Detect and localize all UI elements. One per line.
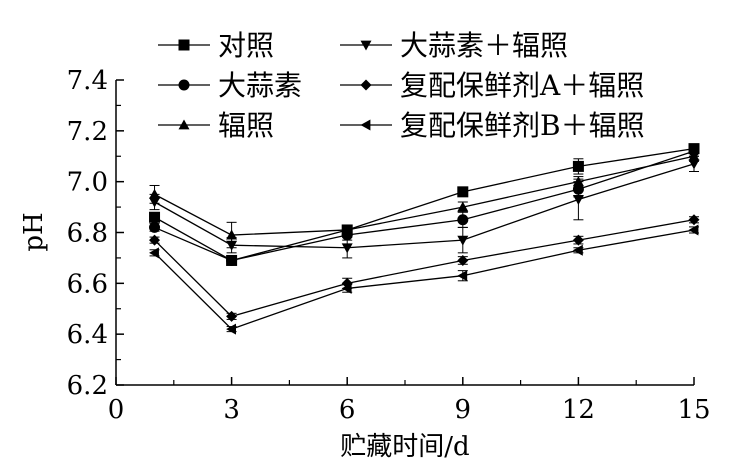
data-point bbox=[226, 323, 236, 335]
x-tick-label: 6 bbox=[339, 395, 356, 425]
series-line bbox=[154, 155, 695, 236]
data-point bbox=[457, 254, 469, 266]
y-axis-label: pH bbox=[19, 212, 49, 251]
data-point bbox=[226, 229, 238, 240]
legend-label: 辐照 bbox=[218, 109, 274, 142]
data-point bbox=[688, 159, 700, 170]
legend-item-5: 复配保鲜剂A＋辐照 bbox=[340, 69, 644, 102]
data-point bbox=[226, 310, 238, 322]
legend-marker bbox=[178, 39, 190, 51]
legend-label: 对照 bbox=[218, 29, 274, 62]
series-line bbox=[154, 163, 695, 249]
legend-item-2: 大蒜素 bbox=[158, 69, 302, 102]
y-tick-label: 6.2 bbox=[67, 371, 108, 401]
data-point bbox=[341, 243, 353, 254]
series-6 bbox=[149, 224, 699, 335]
x-tick-label: 0 bbox=[108, 395, 125, 425]
data-point bbox=[341, 224, 353, 235]
x-tick-label: 15 bbox=[677, 395, 710, 425]
legend-item-4: 大蒜素＋辐照 bbox=[340, 29, 568, 62]
series-3 bbox=[149, 150, 700, 249]
y-tick-label: 7.4 bbox=[67, 66, 108, 96]
data-point bbox=[149, 221, 161, 233]
y-tick-label: 6.6 bbox=[67, 269, 108, 299]
data-point bbox=[341, 282, 352, 294]
data-point bbox=[149, 234, 161, 246]
legend-item-6: 复配保鲜剂B＋辐照 bbox=[340, 109, 645, 142]
data-point bbox=[149, 211, 161, 223]
series-line bbox=[154, 150, 695, 262]
legend-label: 大蒜素 bbox=[218, 69, 302, 102]
data-point bbox=[688, 150, 700, 161]
series-line bbox=[154, 147, 695, 262]
y-ticks: 6.2 6.4 6.6 6.8 7.0 7.2 7.4 bbox=[67, 66, 124, 401]
data-point bbox=[572, 195, 584, 205]
legend-label: 复配保鲜剂B＋辐照 bbox=[400, 109, 645, 142]
legend-item-3: 辐照 bbox=[158, 109, 274, 142]
y-tick-label: 7.0 bbox=[67, 168, 108, 198]
data-point bbox=[457, 201, 469, 212]
y-tick-label: 6.8 bbox=[67, 219, 108, 249]
legend-marker bbox=[360, 79, 372, 91]
x-tick-label: 12 bbox=[562, 395, 595, 425]
legend-marker bbox=[178, 119, 190, 130]
legend-label: 复配保鲜剂A＋辐照 bbox=[400, 69, 644, 102]
data-point bbox=[149, 188, 161, 199]
legend-label: 大蒜素＋辐照 bbox=[400, 29, 568, 62]
legend-marker bbox=[178, 79, 190, 91]
data-point bbox=[457, 235, 469, 246]
x-tick-label: 3 bbox=[223, 395, 240, 425]
series-line bbox=[154, 229, 695, 330]
data-point bbox=[457, 270, 468, 282]
data-point bbox=[688, 224, 699, 236]
data-point bbox=[149, 247, 159, 259]
x-axis-label: 贮藏时间/d bbox=[340, 432, 469, 462]
x-ticks: 0 3 6 9 12 15 bbox=[108, 377, 711, 425]
series-5 bbox=[149, 214, 700, 322]
y-tick-label: 6.4 bbox=[67, 320, 108, 350]
plot-area bbox=[149, 143, 700, 335]
data-point bbox=[226, 240, 238, 251]
legend-item-1: 对照 bbox=[158, 29, 274, 62]
series-4 bbox=[149, 155, 700, 259]
data-point bbox=[572, 234, 584, 246]
series-line bbox=[154, 219, 695, 318]
legend-marker bbox=[360, 119, 371, 131]
data-point bbox=[688, 214, 700, 226]
data-point bbox=[457, 186, 469, 198]
legend-marker bbox=[360, 40, 372, 51]
data-point bbox=[149, 197, 161, 208]
data-point bbox=[572, 160, 584, 172]
data-point bbox=[457, 214, 469, 226]
data-point bbox=[572, 244, 583, 256]
x-tick-label: 9 bbox=[455, 395, 472, 425]
y-tick-label: 7.2 bbox=[67, 117, 108, 147]
data-point bbox=[226, 254, 238, 266]
axes: 6.2 6.4 6.6 6.8 7.0 7.2 7.4 0 3 6 9 12 15 bbox=[67, 66, 711, 425]
